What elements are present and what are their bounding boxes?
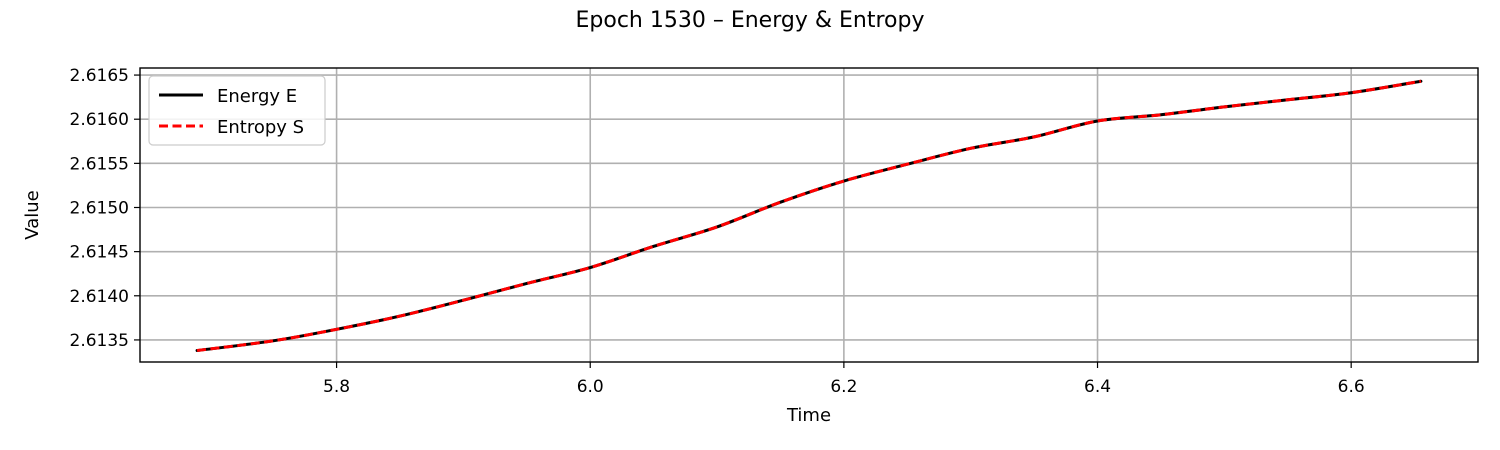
series-lines (195, 79, 1423, 353)
x-axis: 5.8 6.0 6.2 6.4 6.6 (323, 362, 1365, 397)
y-tick-label: 2.6140 (70, 287, 129, 307)
legend-label: Energy E (217, 86, 297, 107)
plot-frame (139, 67, 1479, 363)
y-tick-label: 2.6160 (70, 110, 129, 130)
series-line-energy (195, 79, 1423, 353)
y-axis-label: Value (22, 190, 43, 239)
chart-title: Epoch 1530 – Energy & Entropy (576, 8, 925, 33)
y-tick-label: 2.6165 (70, 66, 129, 86)
series-line-entropy (196, 79, 1422, 353)
x-axis-label: Time (786, 405, 831, 426)
x-tick-label: 6.0 (577, 377, 604, 397)
y-tick-label: 2.6135 (70, 331, 129, 351)
x-tick-label: 5.8 (323, 377, 350, 397)
x-tick-label: 6.6 (1338, 377, 1365, 397)
legend-box (148, 75, 326, 146)
x-tick-label: 6.2 (830, 377, 857, 397)
legend: Energy E Entropy S (148, 75, 326, 146)
y-tick-label: 2.6150 (70, 198, 129, 218)
y-tick-label: 2.6145 (70, 243, 129, 263)
y-axis: 2.6135 2.6140 2.6145 2.6150 2.6155 2.6160 2.61… (70, 66, 140, 351)
x-tick-label: 6.4 (1084, 377, 1111, 397)
y-tick-label: 2.6155 (70, 154, 129, 174)
legend-label: Entropy S (217, 117, 304, 138)
grid (140, 68, 1478, 362)
